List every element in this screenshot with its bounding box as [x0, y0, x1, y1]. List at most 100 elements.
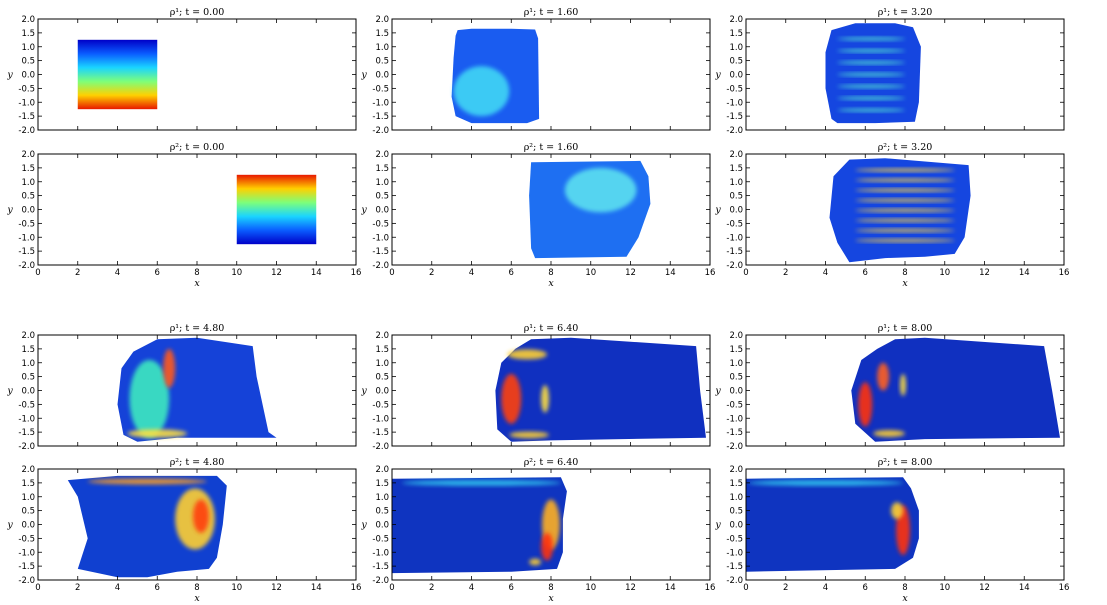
- density-stripe: [855, 188, 955, 192]
- x-tick-label: 4: [469, 583, 474, 593]
- density-field: [829, 158, 971, 263]
- x-tick-label: 0: [35, 268, 40, 278]
- density-stripe: [837, 96, 906, 100]
- y-tick-label: -0.5: [18, 219, 35, 229]
- y-tick-label: -0.5: [726, 400, 743, 410]
- x-tick-label: 10: [231, 583, 242, 593]
- x-tick-label: 8: [902, 268, 907, 278]
- y-tick-label: -1.5: [18, 112, 35, 122]
- y-tick-label: 0.5: [729, 507, 743, 517]
- density-hotspot: [453, 66, 510, 117]
- density-stripe: [855, 198, 955, 202]
- density-field: [392, 477, 567, 574]
- x-tick-label: 16: [351, 268, 362, 278]
- x-tick-label: 2: [783, 268, 788, 278]
- y-tick-label: 2.0: [375, 331, 389, 341]
- density-stripe: [837, 84, 906, 88]
- y-tick-label: 1.0: [21, 43, 35, 53]
- y-tick-label: -1.5: [726, 428, 743, 438]
- x-tick-label: 8: [194, 583, 199, 593]
- x-tick-label: 4: [115, 268, 120, 278]
- x-tick-label: 12: [979, 268, 990, 278]
- y-tick-label: 0.5: [21, 57, 35, 67]
- y-tick-label: -1.0: [372, 414, 389, 424]
- y-tick-label: -1.0: [726, 233, 743, 243]
- x-tick-label: 6: [509, 583, 514, 593]
- y-tick-label: -1.0: [18, 548, 35, 558]
- density-stripe: [855, 178, 955, 182]
- x-tick-label: 8: [548, 268, 553, 278]
- subplot-3: 2.0 1.5 1.0 0.5 0.0 -0.5 -1.0 -1.5 -2.0 ρ¹; t = 3…: [714, 7, 1065, 136]
- density-hotspot: [129, 359, 170, 438]
- y-tick-label: 0.0: [375, 206, 389, 216]
- x-tick-label: 14: [1019, 583, 1030, 593]
- y-tick-label: 0.0: [21, 521, 35, 531]
- x-tick-label: 8: [548, 583, 553, 593]
- x-tick-label: 16: [705, 268, 716, 278]
- density-field: [67, 475, 227, 578]
- x-tick-label: 4: [469, 268, 474, 278]
- subplot-12: 2.0 1.5 1.0 0.5 0.0 -0.5 -1.0 -1.5 -2.00 2 4 6 8 10 12…: [714, 457, 1069, 604]
- y-tick-label: 2.0: [21, 465, 35, 475]
- y-tick-label: 1.0: [375, 178, 389, 188]
- subplot-11: 2.0 1.5 1.0 0.5 0.0 -0.5 -1.0 -1.5 -2.00 2 4 6 8 10 12…: [360, 457, 715, 604]
- y-tick-label: 1.0: [21, 178, 35, 188]
- y-tick-label: 0.0: [729, 387, 743, 397]
- y-tick-label: 1.0: [729, 359, 743, 369]
- y-tick-label: 1.5: [21, 479, 35, 489]
- y-tick-label: -0.5: [372, 400, 389, 410]
- x-tick-label: 14: [311, 583, 322, 593]
- y-tick-label: 0.5: [375, 507, 389, 517]
- density-hotspot: [564, 167, 637, 213]
- y-tick-label: -0.5: [18, 534, 35, 544]
- y-tick-label: -0.5: [372, 534, 389, 544]
- y-tick-label: 0.0: [729, 521, 743, 531]
- x-tick-label: 10: [939, 268, 950, 278]
- y-tick-label: 0.5: [729, 57, 743, 67]
- y-tick-label: 0.5: [375, 192, 389, 202]
- x-tick-label: 12: [625, 268, 636, 278]
- density-field: [495, 337, 706, 442]
- subplot-5: 2.0 1.5 1.0 0.5 0.0 -0.5 -1.0 -1.5 -2.00 2 4 6 8 10 12…: [360, 142, 715, 289]
- density-stripe: [855, 168, 955, 172]
- y-tick-label: 1.5: [375, 479, 389, 489]
- density-hotspot: [747, 480, 904, 486]
- subplot-9: 2.0 1.5 1.0 0.5 0.0 -0.5 -1.0 -1.5 -2.0 ρ¹; t = 8…: [714, 323, 1065, 452]
- y-tick-label: 1.5: [729, 479, 743, 489]
- x-tick-label: 0: [743, 583, 748, 593]
- x-tick-label: 8: [194, 268, 199, 278]
- density-region: [851, 337, 1060, 442]
- y-tick-label: -0.5: [726, 84, 743, 94]
- y-tick-label: 1.0: [729, 493, 743, 503]
- subplot-title: ρ¹; t = 1.60: [524, 7, 579, 18]
- subplot-title: ρ²; t = 6.40: [524, 457, 579, 468]
- density-stripe: [855, 228, 955, 233]
- density-field: [746, 477, 919, 572]
- x-tick-label: 14: [1019, 268, 1030, 278]
- y-tick-label: -1.5: [726, 247, 743, 257]
- x-tick-label: 16: [705, 583, 716, 593]
- y-tick-label: 1.5: [729, 345, 743, 355]
- y-tick-label: -1.5: [372, 428, 389, 438]
- x-tick-label: 16: [1059, 583, 1070, 593]
- density-stripe: [855, 208, 955, 212]
- x-tick-label: 0: [743, 268, 748, 278]
- x-tick-label: 2: [429, 268, 434, 278]
- x-tick-label: 6: [155, 583, 160, 593]
- y-tick-label: -2.0: [726, 442, 743, 452]
- x-tick-label: 6: [863, 268, 868, 278]
- density-region: [746, 477, 919, 572]
- y-tick-label: 2.0: [21, 331, 35, 341]
- y-tick-label: 0.5: [375, 57, 389, 67]
- x-tick-label: 14: [665, 268, 676, 278]
- y-tick-label: -2.0: [372, 261, 389, 271]
- x-tick-label: 4: [823, 583, 828, 593]
- y-tick-label: -0.5: [726, 219, 743, 229]
- density-hotspot: [529, 558, 542, 566]
- y-tick-label: 1.5: [21, 345, 35, 355]
- y-tick-label: -1.0: [372, 233, 389, 243]
- y-tick-label: 2.0: [375, 150, 389, 160]
- y-tick-label: 1.5: [21, 164, 35, 174]
- y-tick-label: 0.0: [21, 206, 35, 216]
- density-stripe: [837, 37, 906, 41]
